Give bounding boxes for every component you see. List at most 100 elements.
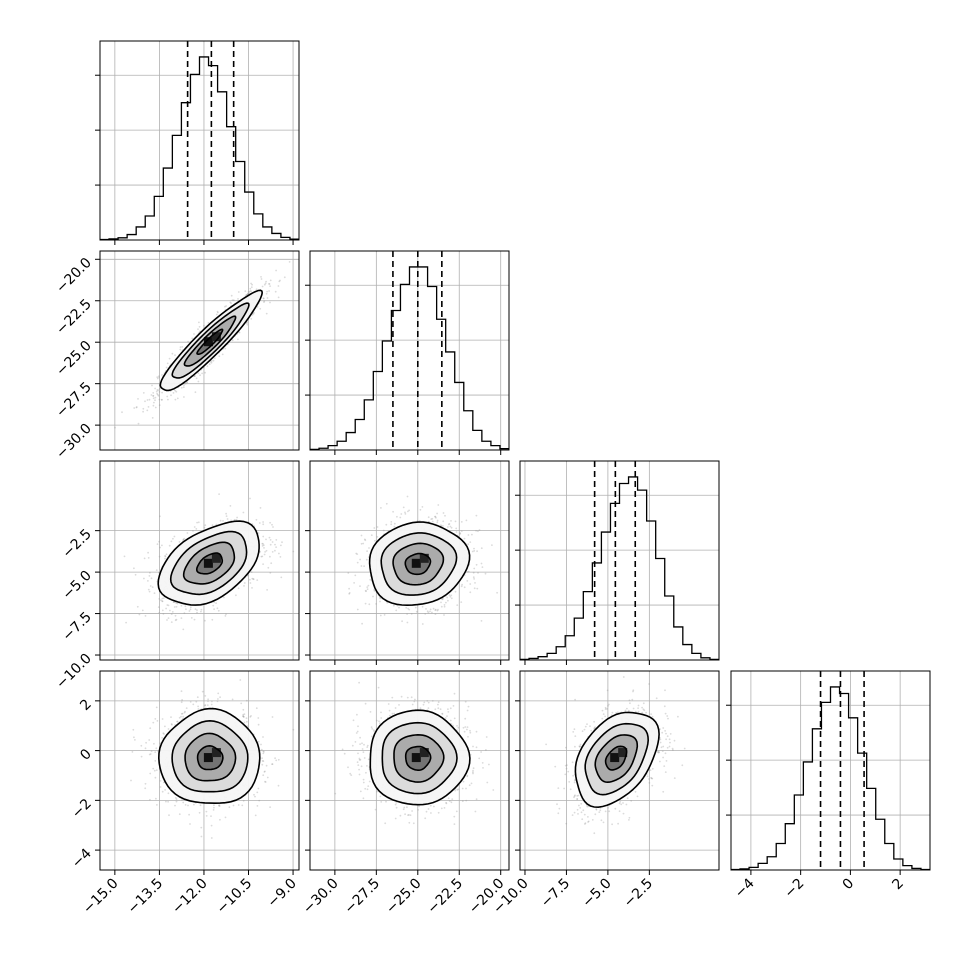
scatter-point <box>243 582 246 584</box>
scatter-point <box>456 604 459 606</box>
scatter-point <box>216 607 219 610</box>
scatter-point <box>263 553 266 556</box>
scatter-point <box>259 507 262 509</box>
scatter-point <box>272 526 274 528</box>
scatter-point <box>258 799 261 802</box>
scatter-point <box>471 533 473 536</box>
scatter-point <box>209 360 212 363</box>
scatter-point <box>256 306 259 308</box>
scatter-point <box>450 597 453 600</box>
scatter-point <box>231 339 234 342</box>
scatter-point <box>265 280 267 283</box>
scatter-point <box>253 311 255 314</box>
scatter-point <box>133 567 135 570</box>
scatter-point <box>176 397 179 400</box>
scatter-point <box>157 394 160 397</box>
scatter-point <box>171 352 174 355</box>
panel-frame <box>309 460 510 661</box>
scatter-point <box>419 508 422 511</box>
scatter-point <box>172 392 175 394</box>
scatter-point <box>263 547 265 549</box>
scatter-contents <box>100 461 299 660</box>
scatter-point <box>395 609 398 612</box>
density-peak <box>203 337 213 347</box>
scatter-point <box>168 544 171 547</box>
scatter-point <box>460 521 463 523</box>
scatter-point <box>448 594 451 596</box>
scatter-point <box>222 520 224 522</box>
scatter-point <box>151 384 153 387</box>
scatter-point <box>196 521 198 524</box>
scatter-point <box>421 506 424 508</box>
scatter-point <box>260 276 262 278</box>
contour-line <box>183 315 237 367</box>
scatter-point <box>224 347 227 350</box>
scatter-point <box>266 589 268 591</box>
scatter-point <box>161 600 164 603</box>
scatter-point <box>427 516 430 519</box>
scatter-point <box>269 555 271 558</box>
scatter-point <box>406 613 408 615</box>
scatter-point <box>429 608 432 611</box>
scatter-point <box>154 406 157 409</box>
scatter-point <box>213 357 216 359</box>
scatter-point <box>152 392 155 394</box>
scatter-point <box>478 529 481 531</box>
contour-line <box>368 521 471 607</box>
scatter-point <box>251 314 254 316</box>
scatter-point <box>385 502 388 505</box>
scatter-point <box>161 609 164 612</box>
scatter-point <box>161 544 163 547</box>
scatter-point <box>250 290 253 293</box>
density-peak <box>419 553 429 563</box>
scatter-point <box>219 519 222 522</box>
scatter-point <box>157 393 159 396</box>
scatter-point <box>218 355 221 358</box>
scatter-point <box>210 360 213 362</box>
scatter-point <box>150 394 153 396</box>
scatter-point <box>161 597 164 600</box>
scatter-point <box>443 605 446 608</box>
scatter-point <box>373 590 376 592</box>
scatter-point <box>143 557 146 560</box>
scatter-point <box>146 409 149 412</box>
scatter-point <box>237 338 239 341</box>
scatter-point <box>213 601 215 604</box>
scatter-point <box>149 571 151 574</box>
scatter-point <box>225 512 227 515</box>
scatter-point <box>292 550 295 553</box>
scatter-point <box>165 607 167 610</box>
scatter-point <box>252 312 255 315</box>
scatter-point <box>170 394 172 397</box>
scatter-point <box>155 390 158 393</box>
scatter-point <box>216 310 219 313</box>
scatter-point <box>252 578 255 581</box>
scatter-point <box>146 399 149 401</box>
scatter-point <box>148 590 151 593</box>
scatter-point <box>262 523 265 526</box>
scatter-point <box>158 598 161 600</box>
scatter-point <box>440 601 442 604</box>
scatter-point <box>197 328 199 331</box>
scatter-point <box>274 543 276 546</box>
scatter-point <box>148 398 151 401</box>
scatter-point <box>224 615 227 617</box>
scatter-point <box>147 588 150 591</box>
scatter-point <box>135 406 138 409</box>
scatter-point <box>197 380 200 383</box>
scatter-point <box>477 572 479 574</box>
scatter-point <box>250 571 253 573</box>
scatter-point <box>244 294 247 297</box>
scatter-point <box>275 546 277 548</box>
scatter-point <box>158 375 160 378</box>
scatter-point <box>198 321 200 324</box>
scatter-panel <box>309 460 510 661</box>
scatter-point <box>121 411 123 414</box>
scatter-point <box>197 708 200 710</box>
scatter-point <box>190 617 193 619</box>
scatter-point <box>368 547 370 549</box>
scatter-point <box>250 286 253 289</box>
scatter-point <box>229 301 232 304</box>
scatter-point <box>144 782 147 785</box>
scatter-point <box>147 580 149 582</box>
